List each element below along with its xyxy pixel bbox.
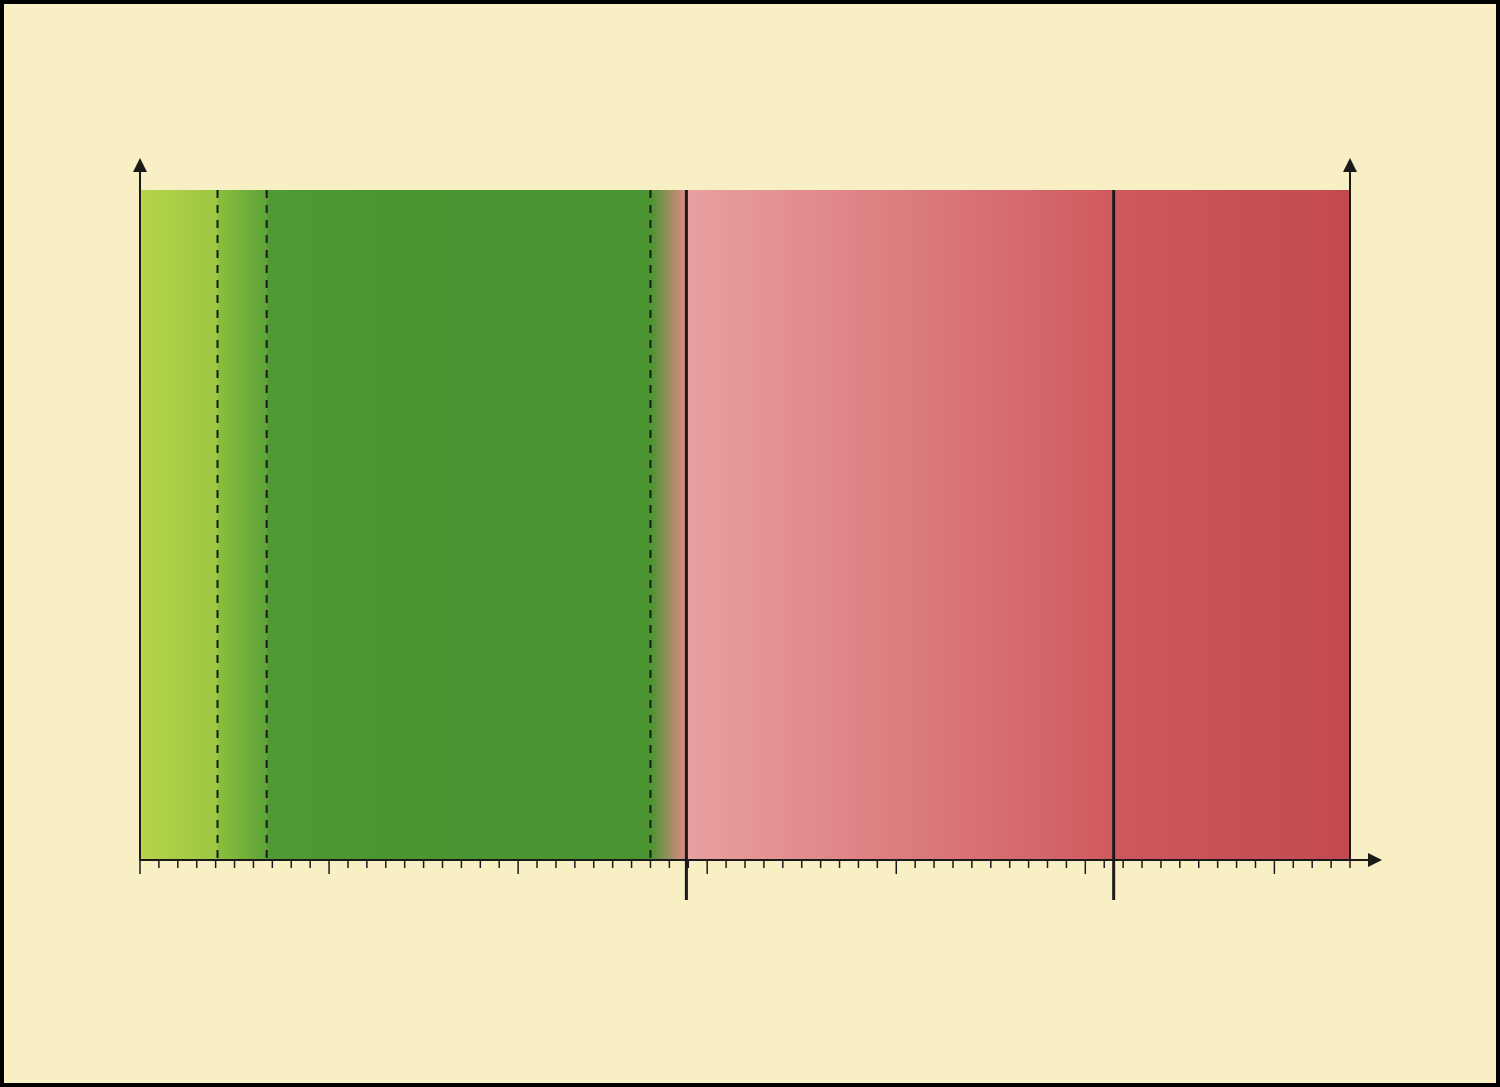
- seismic-profile-chart: [0, 0, 1500, 1087]
- axis-arrow: [1343, 158, 1357, 172]
- region-manteau-sup-rieur: [140, 190, 218, 860]
- region-zone-de-transition: [218, 190, 267, 860]
- region-noyau-externe: [686, 190, 1113, 860]
- axis-arrow: [133, 158, 147, 172]
- region-manteau-inf-rieur: [267, 190, 651, 860]
- region-noyau-interne: [1114, 190, 1350, 860]
- region-couche-d-: [650, 190, 686, 860]
- axis-arrow: [1368, 853, 1382, 867]
